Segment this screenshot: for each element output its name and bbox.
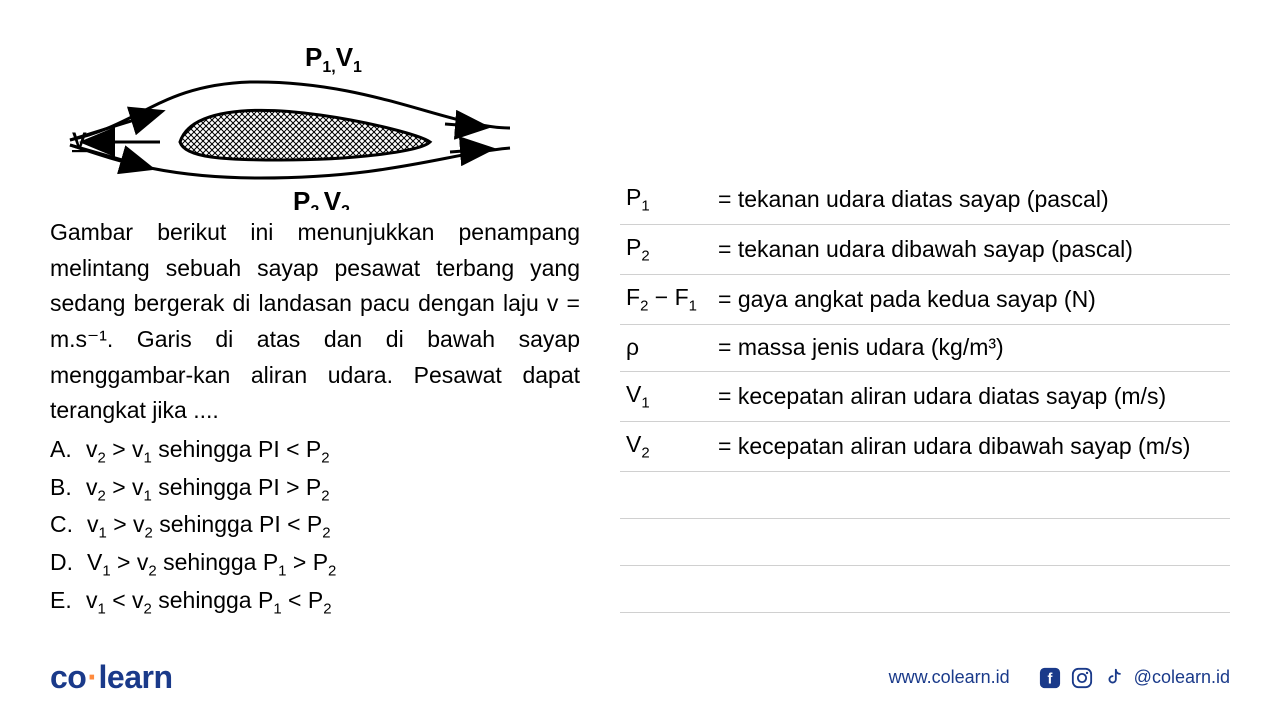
svg-text:f: f — [1047, 671, 1052, 687]
table-row: ρ = massa jenis udara (kg/m³) — [620, 325, 1230, 372]
brand-logo: co·learn — [50, 659, 172, 696]
label-p1v1: P1,V1 — [305, 42, 362, 76]
table-row-empty — [620, 565, 1230, 612]
tiktok-icon — [1102, 666, 1126, 690]
site-url: www.colearn.id — [889, 667, 1010, 688]
option-b: B. v2 > v1 sehingga PI > P2 — [50, 470, 580, 508]
social-handle: @colearn.id — [1134, 667, 1230, 688]
question-text: Gambar berikut ini menunjukkan penampang… — [50, 215, 580, 429]
airfoil-diagram: V P1,V1 P2,V2 — [50, 30, 520, 210]
option-d: D. V1 > v2 sehingga P1 > P2 — [50, 545, 580, 583]
social-icons-group: f @colearn.id — [1038, 666, 1230, 690]
option-c: C. v1 > v2 sehingga PI < P2 — [50, 507, 580, 545]
table-row-empty — [620, 472, 1230, 519]
table-row: V1 = kecepatan aliran udara diatas sayap… — [620, 371, 1230, 421]
table-row: V2 = kecepatan aliran udara dibawah saya… — [620, 422, 1230, 472]
label-p2v2: P2,V2 — [293, 186, 350, 210]
v-label: V — [72, 128, 87, 153]
footer: co·learn www.colearn.id f @colearn.id — [0, 659, 1280, 696]
facebook-icon: f — [1038, 666, 1062, 690]
definitions-table: P1 = tekanan udara diatas sayap (pascal)… — [620, 175, 1230, 613]
table-row: F2 − F1 = gaya angkat pada kedua sayap (… — [620, 275, 1230, 325]
options-list: A. v2 > v1 sehingga PI < P2 B. v2 > v1 s… — [50, 432, 580, 621]
instagram-icon — [1070, 666, 1094, 690]
table-row: P2 = tekanan udara dibawah sayap (pascal… — [620, 225, 1230, 275]
option-a: A. v2 > v1 sehingga PI < P2 — [50, 432, 580, 470]
table-row: P1 = tekanan udara diatas sayap (pascal) — [620, 175, 1230, 225]
table-row-empty — [620, 518, 1230, 565]
option-e: E. v1 < v2 sehingga P1 < P2 — [50, 583, 580, 621]
